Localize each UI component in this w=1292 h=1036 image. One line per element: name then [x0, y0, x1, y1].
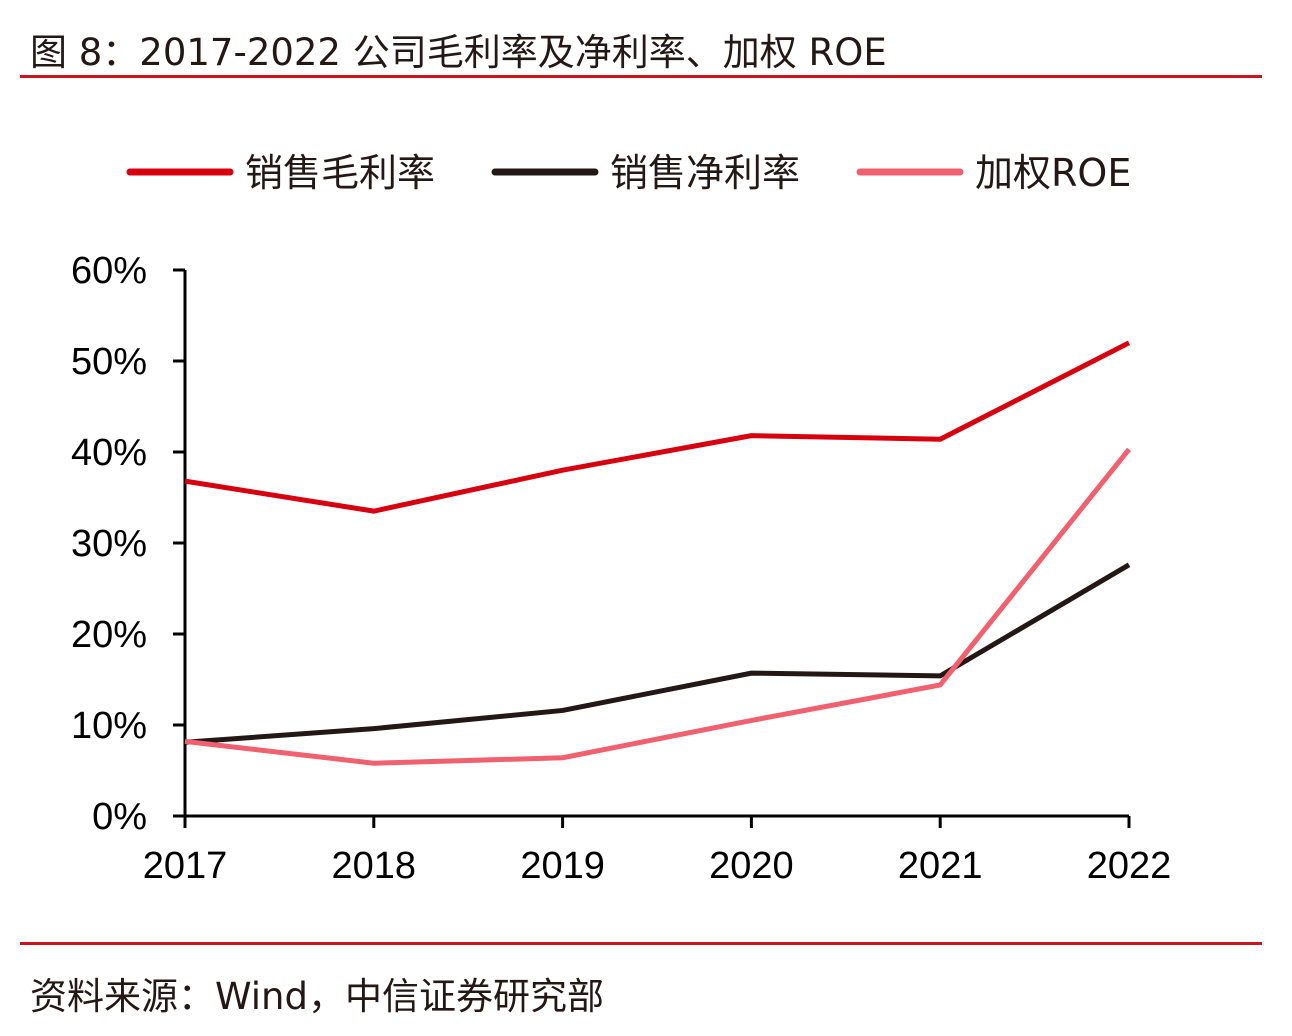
series-line-1 — [184, 340, 1131, 514]
y-tick-label: 10% — [71, 705, 147, 747]
series-line-2 — [184, 562, 1131, 745]
x-tick-label: 2021 — [898, 845, 983, 887]
y-tick-label: 0% — [92, 796, 147, 838]
x-tick-label: 2019 — [520, 845, 605, 887]
figure-title: 图 8：2017-2022 公司毛利率及净利率、加权 ROE — [30, 31, 887, 74]
legend-label: 销售净利率 — [610, 151, 800, 195]
series-line-3 — [184, 447, 1131, 766]
legend-label: 销售毛利率 — [245, 151, 435, 195]
x-tick-label: 2017 — [143, 845, 228, 887]
top-divider — [20, 75, 1262, 78]
legend-label: 加权ROE — [975, 151, 1131, 195]
y-tick-label: 20% — [71, 614, 147, 656]
y-tick-label: 40% — [71, 432, 147, 474]
source-note: 资料来源：Wind，中信证券研究部 — [30, 975, 604, 1018]
x-tick-label: 2020 — [709, 845, 794, 887]
x-tick-label: 2022 — [1087, 845, 1172, 887]
y-tick-label: 50% — [71, 341, 147, 383]
y-tick-label: 30% — [71, 523, 147, 565]
x-tick-label: 2018 — [332, 845, 417, 887]
bottom-divider — [20, 942, 1262, 945]
y-tick-label: 60% — [71, 250, 147, 292]
